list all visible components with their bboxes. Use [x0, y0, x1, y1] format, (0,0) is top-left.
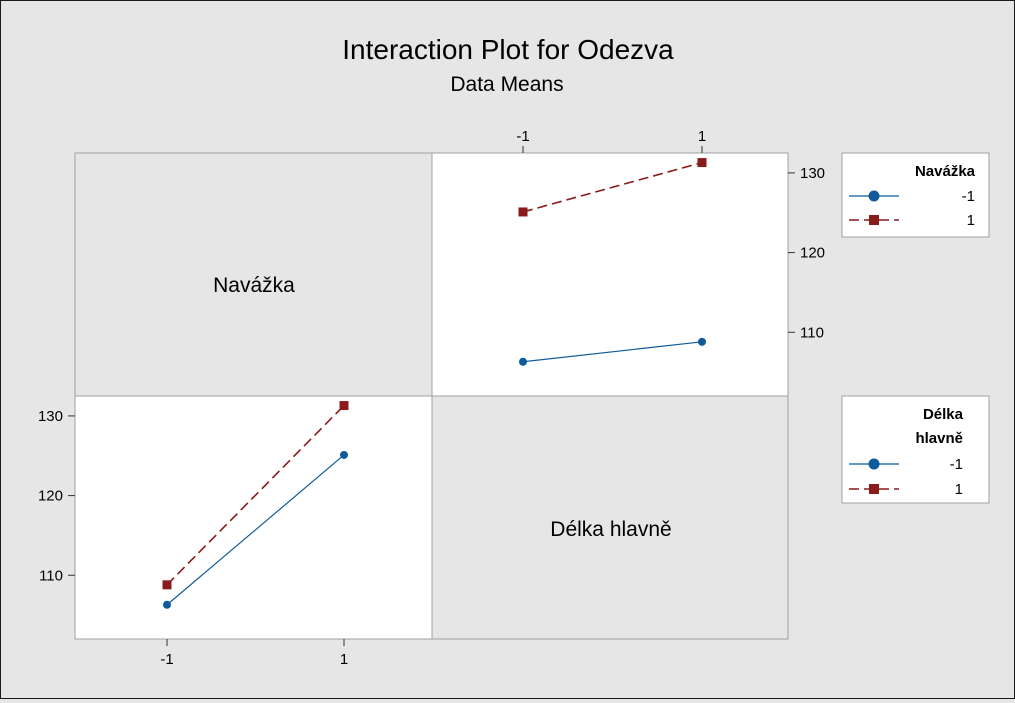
- y-tick-label: 130: [800, 165, 825, 182]
- data-point-circle: [698, 337, 706, 346]
- legend-box: [841, 152, 990, 238]
- x-tick-label: 1: [340, 651, 348, 668]
- chart-title: Interaction Plot for Odezva: [342, 34, 674, 65]
- x-tick-label: -1: [516, 128, 529, 145]
- legend-title-line-1: Délka: [923, 406, 964, 423]
- plot-marks: [162, 158, 707, 609]
- cell-top-right: [431, 152, 789, 397]
- legend-title-line-2: hlavně: [915, 430, 963, 447]
- cell-top-left: [74, 152, 433, 397]
- y-tick-label: 120: [38, 488, 63, 505]
- y-tick-label: 130: [38, 408, 63, 425]
- data-point-circle: [519, 357, 527, 366]
- legend-delka-hlavne: Délka hlavně -1 1: [841, 395, 990, 504]
- data-point-square: [518, 207, 528, 217]
- series-line-level-minus1: [166, 454, 345, 606]
- legend-marker-1: [869, 215, 879, 225]
- series-line-level-1: [522, 161, 703, 213]
- x-tick-label: -1: [160, 651, 173, 668]
- data-point-circle: [163, 600, 171, 609]
- legend-title: Navážka: [915, 163, 976, 180]
- data-point-square: [339, 401, 349, 411]
- y-tick-label: 120: [800, 245, 825, 262]
- cell-bottom-right: [431, 395, 789, 640]
- data-point-circle: [340, 450, 348, 459]
- legend-box: [841, 395, 990, 504]
- series-line-level-minus1: [522, 341, 703, 363]
- y-tick-label: 110: [800, 324, 824, 341]
- x-tick-label: 1: [698, 128, 706, 145]
- legend-label-minus1: -1: [962, 188, 975, 205]
- data-point-square: [697, 158, 707, 168]
- chart-subtitle: Data Means: [450, 73, 563, 96]
- legend-label-minus1: -1: [950, 456, 963, 473]
- legend-marker-minus1: [868, 190, 880, 202]
- data-point-square: [162, 580, 172, 590]
- diagonal-label-navazka: Navážka: [213, 274, 295, 297]
- legend-label-1: 1: [955, 481, 963, 498]
- y-tick-label: 110: [39, 567, 63, 584]
- legend-marker-minus1: [868, 458, 880, 470]
- diagonal-label-delka-hlavne: Délka hlavně: [550, 518, 671, 541]
- legend-marker-1: [869, 484, 879, 494]
- axes: -1 1 110 120 130 -1 1 110 120 130: [38, 128, 825, 668]
- series-line-level-1: [166, 404, 345, 586]
- legend-label-1: 1: [967, 212, 975, 229]
- cell-bottom-left: [74, 395, 433, 640]
- legend-navazka: Navážka -1 1: [841, 152, 990, 238]
